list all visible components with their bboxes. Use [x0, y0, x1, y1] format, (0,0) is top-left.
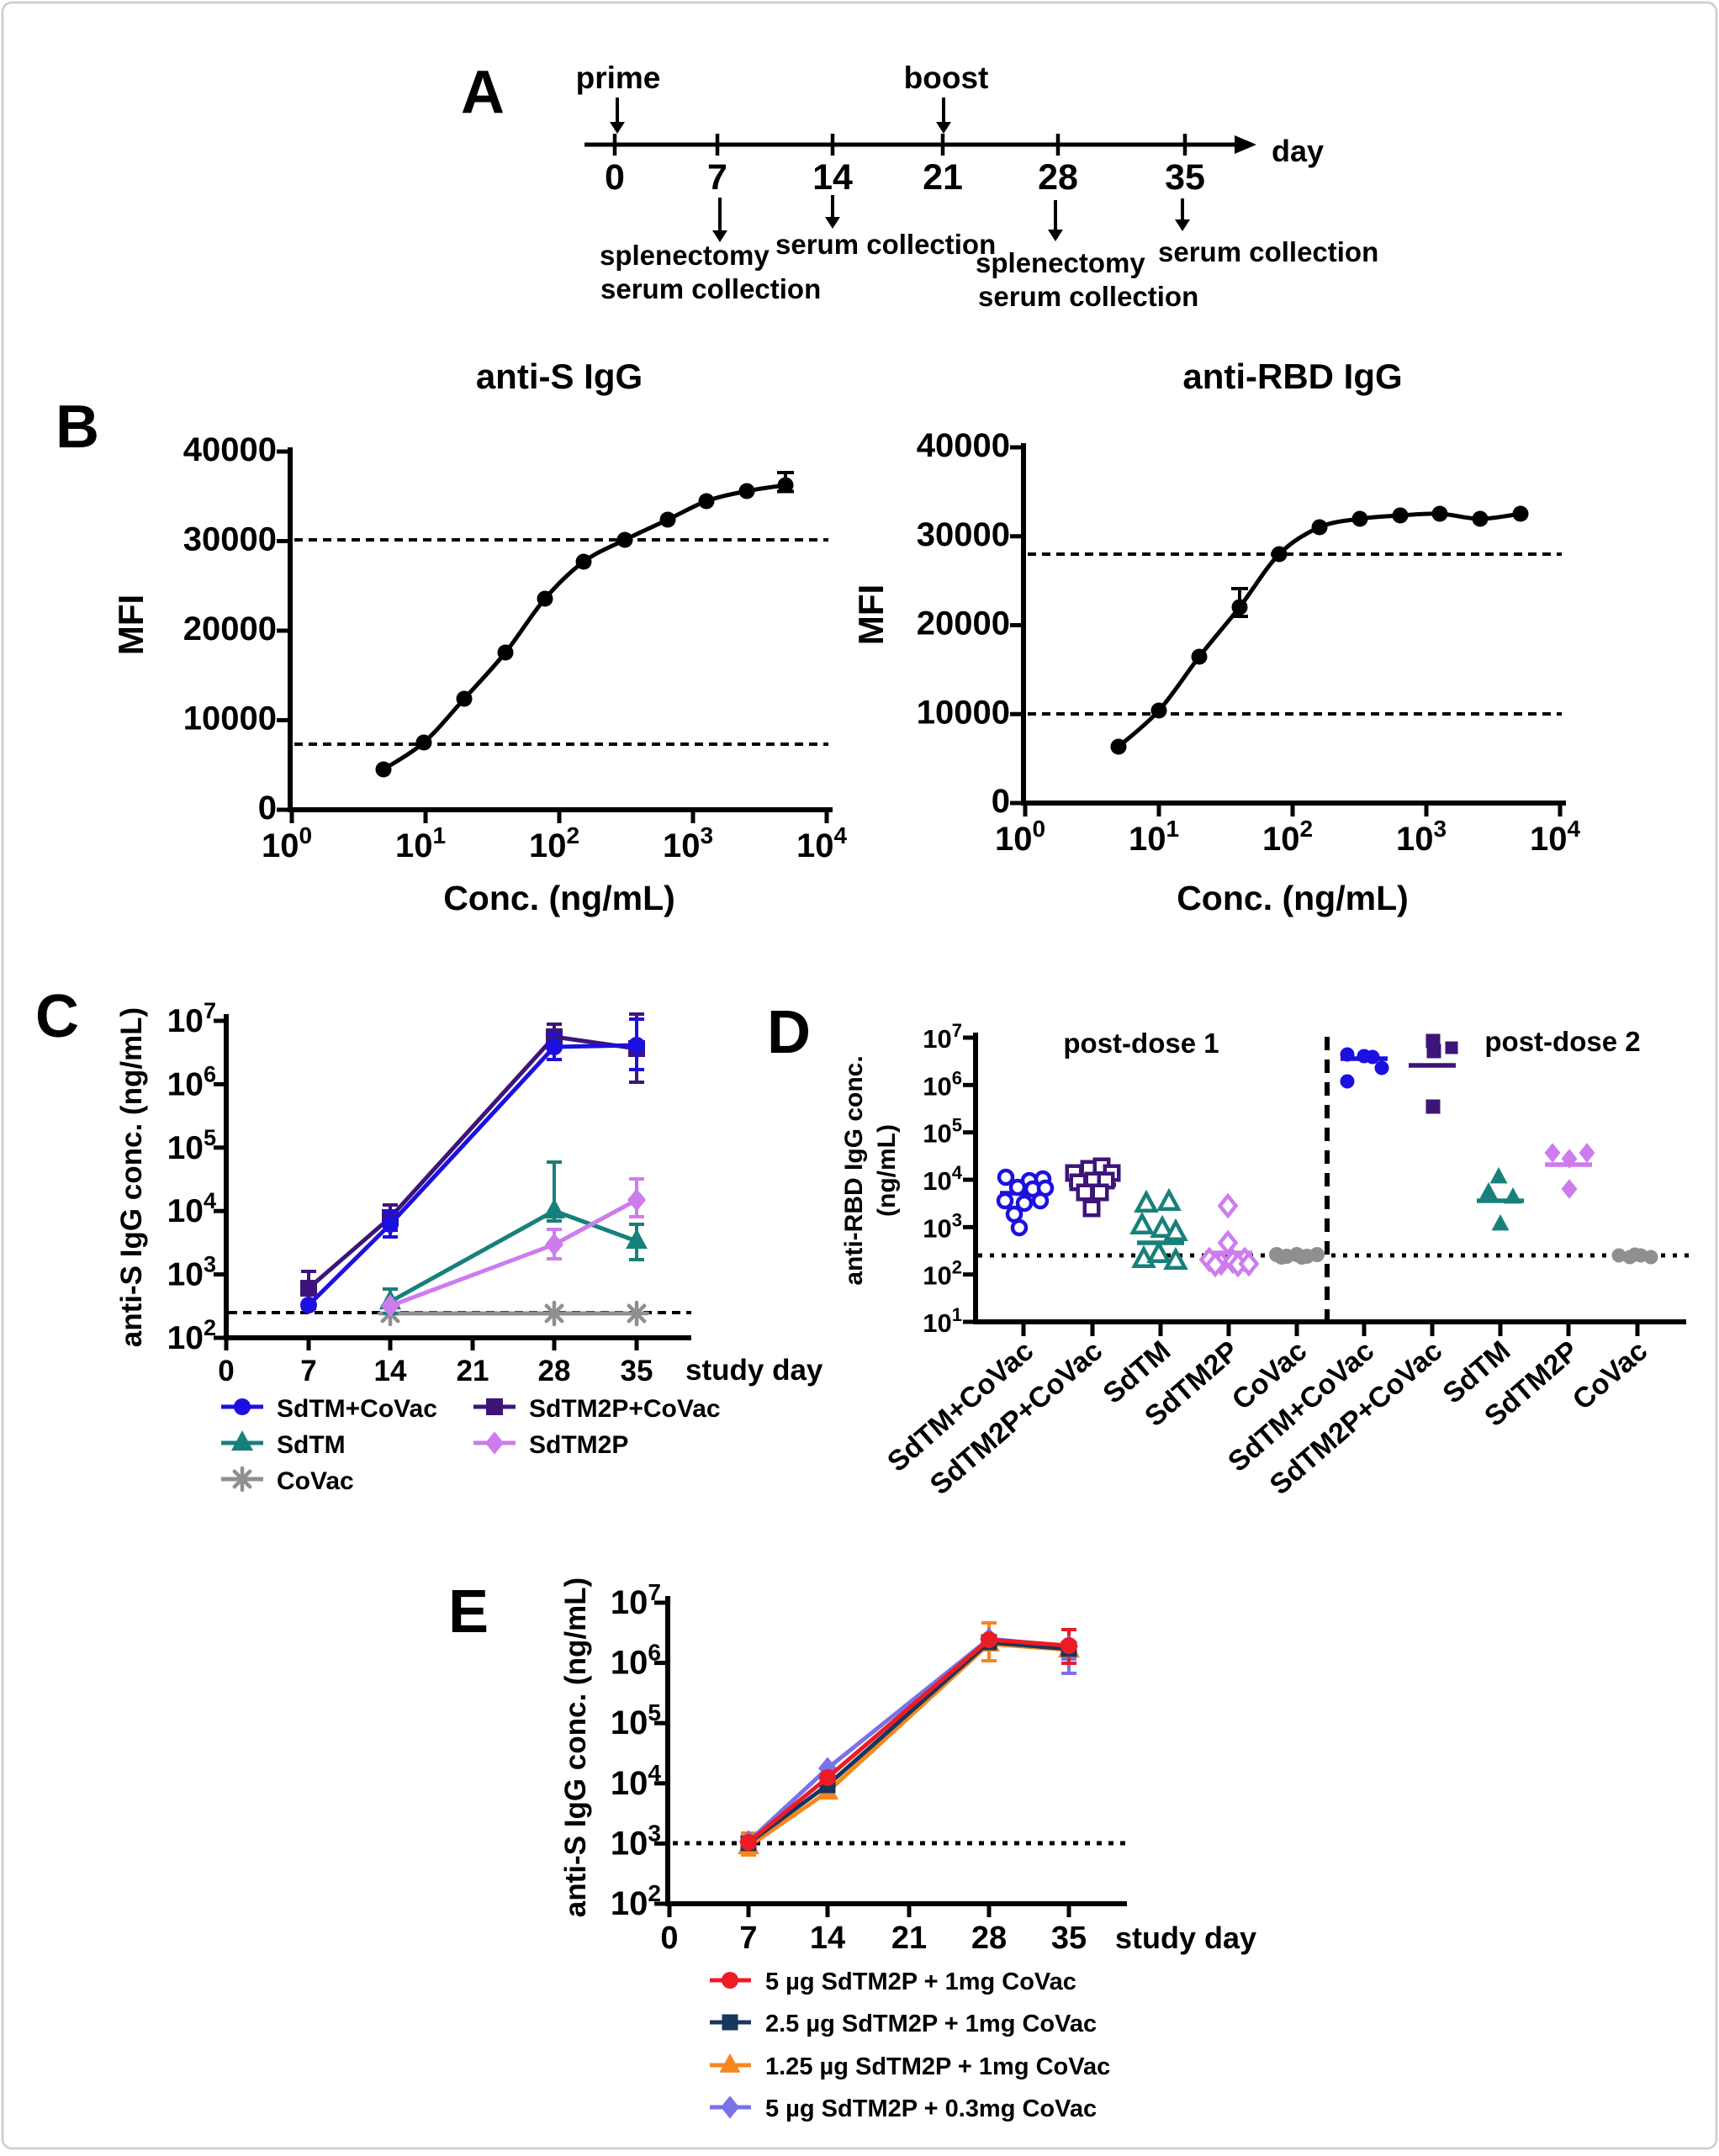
- svg-text:30000: 30000: [183, 521, 277, 558]
- svg-text:20000: 20000: [183, 610, 277, 647]
- svg-text:14: 14: [810, 1921, 845, 1956]
- svg-text:1.25 µg SdTM2P + 1mg CoVac: 1.25 µg SdTM2P + 1mg CoVac: [765, 2053, 1110, 2080]
- svg-text:anti-RBD IgG conc.: anti-RBD IgG conc.: [840, 1055, 868, 1285]
- svg-text:30000: 30000: [917, 516, 1010, 553]
- svg-text:5 µg SdTM2P + 0.3mg CoVac: 5 µg SdTM2P + 0.3mg CoVac: [765, 2095, 1097, 2122]
- svg-text:anti-RBD IgG: anti-RBD IgG: [1182, 357, 1402, 396]
- svg-text:28: 28: [1038, 157, 1078, 198]
- svg-text:SdTM: SdTM: [277, 1431, 346, 1459]
- svg-text:prime: prime: [576, 61, 661, 95]
- svg-text:A: A: [461, 59, 505, 126]
- svg-text:B: B: [56, 394, 99, 461]
- svg-text:serum collection: serum collection: [978, 281, 1198, 312]
- svg-text:21: 21: [457, 1355, 489, 1387]
- svg-text:CoVac: CoVac: [277, 1467, 354, 1495]
- svg-text:101: 101: [395, 822, 446, 864]
- svg-text:E: E: [448, 1578, 489, 1646]
- svg-text:40000: 40000: [917, 427, 1010, 464]
- svg-text:SdTM2P+CoVac: SdTM2P+CoVac: [529, 1395, 721, 1423]
- svg-text:14: 14: [374, 1355, 407, 1387]
- svg-text:14: 14: [812, 157, 853, 198]
- svg-text:post-dose 1: post-dose 1: [1063, 1028, 1219, 1059]
- svg-text:2.5 µg SdTM2P + 1mg CoVac: 2.5 µg SdTM2P + 1mg CoVac: [765, 2011, 1097, 2037]
- svg-text:Conc. (ng/mL): Conc. (ng/mL): [1177, 879, 1409, 917]
- svg-text:0: 0: [218, 1355, 234, 1387]
- svg-text:0: 0: [258, 790, 277, 827]
- svg-text:104: 104: [167, 1188, 216, 1229]
- svg-text:MFI: MFI: [111, 594, 151, 655]
- svg-text:anti-S IgG conc. (ng/mL): anti-S IgG conc. (ng/mL): [115, 1007, 148, 1347]
- svg-text:serum collection: serum collection: [1158, 236, 1378, 267]
- svg-text:SdTM+CoVac: SdTM+CoVac: [277, 1395, 437, 1423]
- svg-text:serum collection: serum collection: [775, 229, 996, 260]
- svg-text:7: 7: [300, 1355, 316, 1387]
- svg-text:post-dose 2: post-dose 2: [1484, 1026, 1640, 1057]
- svg-text:splenectomy: splenectomy: [600, 240, 770, 271]
- svg-text:anti-S IgG conc. (ng/mL): anti-S IgG conc. (ng/mL): [559, 1577, 592, 1917]
- svg-text:7: 7: [707, 157, 727, 198]
- svg-text:0: 0: [992, 783, 1010, 820]
- svg-text:study day: study day: [685, 1354, 823, 1387]
- svg-text:D: D: [767, 999, 811, 1066]
- svg-text:serum collection: serum collection: [600, 273, 821, 304]
- svg-text:boost: boost: [904, 61, 989, 95]
- svg-text:0: 0: [605, 157, 625, 198]
- svg-text:C: C: [35, 983, 79, 1050]
- svg-text:Conc. (ng/mL): Conc. (ng/mL): [443, 879, 675, 917]
- svg-text:28: 28: [538, 1355, 571, 1387]
- svg-text:104: 104: [611, 1760, 662, 1802]
- svg-text:40000: 40000: [183, 431, 277, 468]
- svg-text:20000: 20000: [917, 605, 1010, 642]
- svg-text:21: 21: [923, 157, 963, 198]
- svg-text:35: 35: [1051, 1921, 1087, 1956]
- svg-text:105: 105: [611, 1699, 661, 1741]
- svg-text:MFI: MFI: [851, 584, 891, 645]
- svg-text:(ng/mL): (ng/mL): [873, 1124, 901, 1217]
- svg-text:5 µg SdTM2P + 1mg CoVac: 5 µg SdTM2P + 1mg CoVac: [765, 1968, 1076, 1995]
- svg-text:102: 102: [1262, 816, 1313, 858]
- svg-text:107: 107: [923, 1020, 962, 1054]
- svg-text:10000: 10000: [917, 694, 1010, 731]
- svg-text:10000: 10000: [183, 700, 277, 737]
- svg-text:35: 35: [621, 1355, 653, 1387]
- svg-text:splenectomy: splenectomy: [976, 247, 1145, 278]
- svg-text:21: 21: [891, 1921, 927, 1956]
- svg-text:7: 7: [739, 1921, 757, 1956]
- svg-text:anti-S IgG: anti-S IgG: [476, 357, 643, 396]
- svg-text:35: 35: [1165, 157, 1205, 198]
- svg-text:day: day: [1272, 134, 1324, 168]
- svg-text:SdTM2P: SdTM2P: [529, 1431, 628, 1459]
- svg-text:0: 0: [660, 1921, 678, 1956]
- svg-text:study day: study day: [1115, 1921, 1256, 1955]
- svg-text:28: 28: [971, 1921, 1007, 1956]
